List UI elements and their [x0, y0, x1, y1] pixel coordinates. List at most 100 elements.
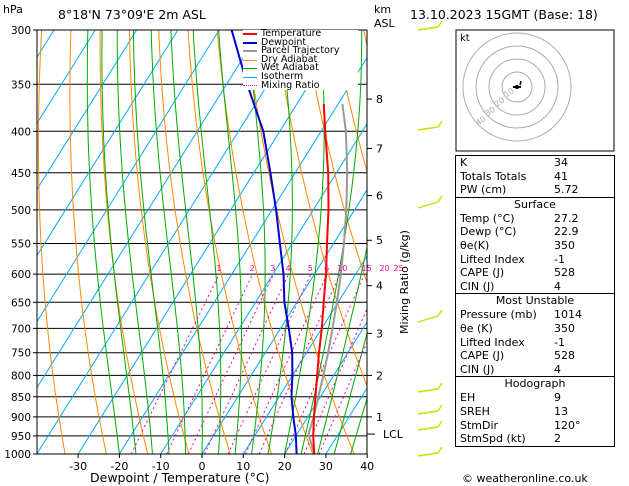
km-tick-label: 8	[376, 93, 383, 106]
wind-barb	[417, 126, 439, 131]
legend-label: Mixing Ratio	[261, 79, 320, 91]
pressure-tick-label: 950	[11, 431, 31, 443]
index-label: K	[460, 156, 468, 169]
index-value: -1	[554, 252, 565, 266]
wind-barb	[417, 388, 439, 393]
index-row: CAPE (J) 528	[456, 349, 614, 363]
km-tick-label: 1	[376, 411, 383, 424]
isotherm-line	[37, 30, 96, 125]
index-row: θe (K) 350	[456, 322, 614, 336]
pressure-tick-label: 1000	[4, 449, 31, 461]
hodograph-ring	[462, 32, 572, 142]
pressure-tick-label: 700	[11, 323, 31, 335]
index-row: CIN (J) 4	[456, 280, 614, 294]
dry-adiabat-line	[333, 30, 367, 174]
index-value: 350	[554, 321, 575, 335]
mixing-ratio-label: 4	[286, 264, 291, 273]
wind-barb	[417, 26, 439, 31]
dry-adiabat-line	[69, 30, 107, 454]
datetime-label: 13.10.2023 15GMT (Base: 18)	[410, 7, 598, 22]
mixing-ratio-label: 25	[394, 264, 404, 273]
temp-tick-label: 30	[319, 460, 333, 473]
index-row: θe(K) 350	[456, 239, 614, 253]
km-tick-label: 3	[376, 327, 383, 340]
wet-adiabat-line	[116, 30, 153, 454]
most-unstable-section: Most Unstable Pressure (mb) 1014 θe (K) 350…	[456, 293, 614, 376]
wind-barb-flag	[437, 309, 443, 317]
legend-swatch	[243, 33, 257, 36]
index-row: StmSpd (kt) 2	[456, 432, 614, 446]
legend-swatch	[243, 76, 257, 78]
wet-adiabat-line	[132, 30, 170, 454]
index-value: 4	[554, 279, 561, 293]
wet-adiabat-line	[333, 331, 367, 454]
legend-label: Wet Adiabat	[261, 62, 319, 74]
wet-adiabat-line	[350, 396, 367, 454]
index-label: Lifted Index	[460, 252, 525, 266]
index-label: θe (K)	[460, 321, 493, 335]
index-value: 120°	[554, 418, 581, 432]
index-value: 5.72	[554, 183, 579, 197]
temp-tick-label: -10	[152, 460, 170, 473]
index-row: StmDir 120°	[456, 419, 614, 433]
index-row: Lifted Index -1	[456, 336, 614, 350]
legend-label: Dry Adiabat	[261, 53, 318, 65]
index-row: PW (cm) 5.72	[456, 183, 614, 197]
chart-background-lines	[37, 30, 367, 454]
index-row: CIN (J) 4	[456, 363, 614, 377]
mixing-ratio-line	[318, 340, 367, 454]
surface-section: Surface Temp (°C) 27.2 Dewp (°C) 22.9 θe(K) 3…	[456, 196, 614, 294]
hodograph-origin	[515, 85, 519, 89]
pressure-tick-label: 800	[11, 370, 31, 382]
pressure-tick-label: 650	[11, 297, 31, 309]
mixing-ratio-line	[130, 273, 220, 454]
index-label: StmSpd (kt)	[460, 432, 526, 446]
mixing-ratio-label: 20	[379, 264, 389, 273]
legend-item: Temperature	[243, 29, 358, 39]
mixing-ratio-label: 6	[324, 264, 329, 273]
index-value: 22.9	[554, 225, 579, 239]
index-value: 27.2	[554, 211, 579, 225]
wet-adiabat-line	[267, 30, 293, 454]
wind-barb	[417, 410, 439, 415]
legend-swatch	[243, 59, 257, 61]
wind-barb-flag	[437, 404, 443, 412]
wet-adiabat-line	[150, 30, 186, 454]
index-label: Pressure (mb)	[460, 308, 537, 322]
pressure-tick-label: 450	[11, 168, 31, 180]
index-row: Temp (°C) 27.2	[456, 212, 614, 226]
isotherm-line	[242, 255, 367, 454]
wind-barb-flag	[437, 446, 443, 454]
lcl-label: LCL	[383, 428, 404, 441]
chart-series	[230, 30, 349, 454]
legend-swatch	[243, 68, 257, 70]
x-axis-title: Dewpoint / Temperature (°C)	[90, 470, 270, 485]
hpa-unit-label: hPa	[3, 3, 23, 16]
index-row: EH 9	[456, 391, 614, 405]
location-label: 8°18'N 73°09'E 2m ASL	[58, 7, 206, 22]
isotherm-line	[37, 30, 303, 454]
hodograph-trace	[519, 80, 522, 86]
wet-adiabat-line	[86, 30, 120, 454]
index-value: 528	[554, 266, 575, 280]
indices-table: K 34 Totals Totals 41 PW (cm) 5.72 Surface Te…	[455, 155, 615, 447]
wet-adiabat-line	[218, 30, 242, 454]
index-row: SREH 13	[456, 405, 614, 419]
wind-barb-flag	[437, 382, 443, 390]
wet-adiabat-line	[317, 245, 367, 454]
index-label: Totals Totals	[460, 169, 527, 183]
wet-adiabat-line	[192, 30, 222, 454]
legend-swatch	[243, 50, 257, 53]
index-label: CIN (J)	[460, 279, 495, 293]
legend-swatch	[243, 85, 257, 87]
mixing-ratio-label: 5	[308, 264, 313, 273]
isotherm-line	[37, 30, 220, 323]
mixing-ratio-label: 2	[250, 264, 255, 273]
hodograph-unit-label: kt	[460, 33, 470, 44]
wind-barb-flag	[437, 195, 443, 203]
isotherm-line	[77, 30, 344, 454]
asl-unit-label: ASL	[374, 17, 395, 30]
wind-barb-flag	[437, 20, 443, 28]
credit-label: © weatheronline.co.uk	[462, 472, 588, 485]
